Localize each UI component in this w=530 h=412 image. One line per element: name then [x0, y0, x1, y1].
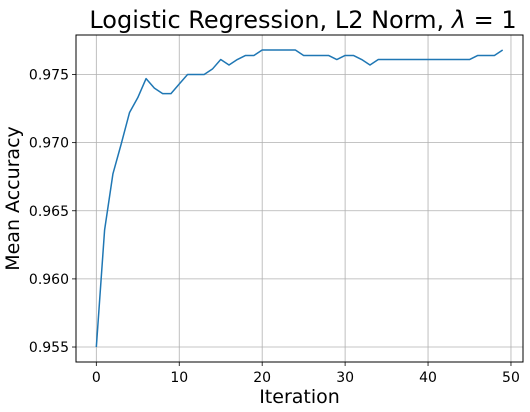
chart-title: Logistic Regression, L2 Norm, λ = 1	[89, 6, 516, 34]
series-line-0	[95, 49, 504, 348]
y-tick-label: 0.960	[29, 272, 69, 288]
grid-lines	[76, 35, 523, 362]
y-tick-label: 0.965	[29, 204, 69, 220]
x-tick-label: 20	[253, 370, 271, 386]
axis-ticks: 0 10 20 30 40 50 0.955 0.960 0.965 0.970 0.975	[29, 68, 520, 386]
plot-frame	[75, 34, 524, 363]
x-tick-label: 0	[92, 370, 101, 386]
y-tick-label: 0.970	[29, 136, 69, 152]
y-tick-label: 0.955	[29, 340, 69, 356]
x-tick-label: 40	[419, 370, 437, 386]
x-tick-label: 50	[502, 370, 520, 386]
y-axis-label: Mean Accuracy	[2, 126, 24, 271]
x-tick-label: 10	[170, 370, 188, 386]
x-axis-label: Iteration	[259, 386, 340, 408]
y-tick-label: 0.975	[29, 68, 69, 84]
x-tick-label: 30	[336, 370, 354, 386]
series-layer	[95, 49, 504, 348]
